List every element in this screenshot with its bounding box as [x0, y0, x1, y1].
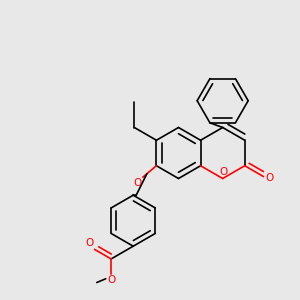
- Text: O: O: [265, 173, 273, 183]
- Text: O: O: [85, 238, 94, 248]
- Text: O: O: [219, 167, 228, 177]
- Text: O: O: [134, 178, 142, 188]
- Text: O: O: [107, 275, 115, 285]
